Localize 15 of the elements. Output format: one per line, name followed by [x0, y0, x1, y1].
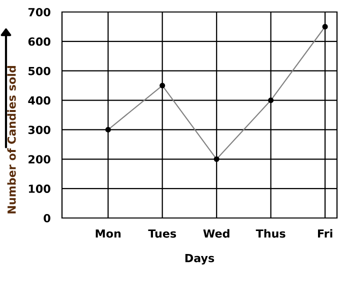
y-tick-label: 300	[28, 126, 50, 134]
x-tick-label: Wed	[203, 229, 230, 238]
y-tick-label: 100	[28, 184, 50, 193]
x-tick-label: Tues	[148, 229, 176, 238]
x-tick-label: Thus	[256, 229, 286, 238]
y-tick-label: 700	[28, 8, 50, 16]
x-tick-label: Fri	[318, 229, 332, 238]
y-axis-title: Number of Candies sold	[7, 66, 16, 214]
y-tick-label: 400	[28, 96, 50, 105]
y-tick-label: 600	[28, 37, 50, 46]
y-tick-label: 0	[44, 214, 50, 222]
x-axis-title: Days	[185, 254, 214, 265]
y-tick-label: 500	[28, 66, 50, 76]
y-tick-label: 200	[28, 155, 50, 164]
x-tick-label: Mon	[96, 229, 121, 238]
